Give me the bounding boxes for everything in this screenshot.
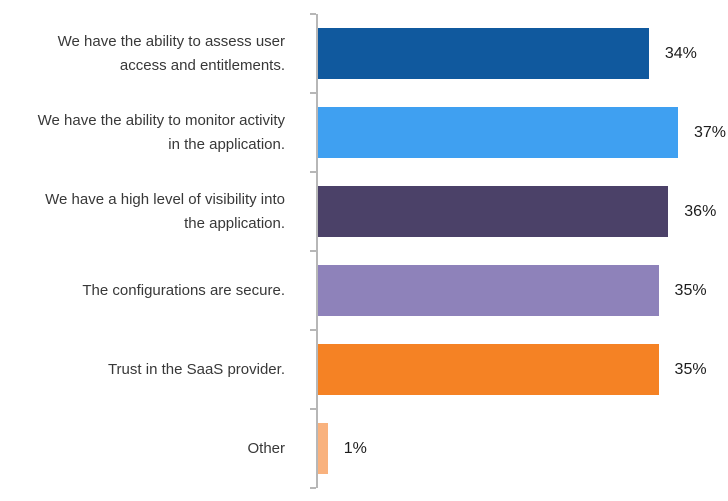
bar-area: 35%: [318, 251, 728, 330]
bar-chart: We have the ability to assess user acces…: [0, 0, 728, 501]
axis-tick: [310, 408, 316, 410]
axis-tick: [310, 487, 316, 489]
bar-row: We have the ability to assess user acces…: [0, 14, 728, 93]
category-label: Trust in the SaaS provider.: [0, 358, 300, 381]
value-label: 1%: [344, 440, 367, 458]
bar: [318, 28, 649, 79]
category-label: The configurations are secure.: [0, 279, 300, 302]
bar: [318, 107, 678, 158]
bar: [318, 186, 668, 237]
bar-row: Trust in the SaaS provider. 35%: [0, 330, 728, 409]
value-label: 36%: [684, 203, 716, 221]
category-label: We have a high level of visibility into …: [0, 188, 300, 235]
value-label: 37%: [694, 124, 726, 142]
category-label: We have the ability to assess user acces…: [0, 30, 300, 77]
axis-tick: [310, 250, 316, 252]
bar-row: We have a high level of visibility into …: [0, 172, 728, 251]
axis-tick: [310, 329, 316, 331]
bar-row: Other 1%: [0, 409, 728, 488]
value-label: 35%: [675, 282, 707, 300]
bar-row: The configurations are secure. 35%: [0, 251, 728, 330]
bar-area: 35%: [318, 330, 728, 409]
bar-row: We have the ability to monitor activity …: [0, 93, 728, 172]
axis-tick: [310, 13, 316, 15]
axis-tick: [310, 92, 316, 94]
bar-area: 1%: [318, 409, 728, 488]
bar-area: 34%: [318, 14, 728, 93]
bar: [318, 265, 659, 316]
bar: [318, 344, 659, 395]
category-label: We have the ability to monitor activity …: [0, 109, 300, 156]
bar-area: 37%: [318, 93, 728, 172]
axis-tick: [310, 171, 316, 173]
value-label: 34%: [665, 45, 697, 63]
bar: [318, 423, 328, 474]
bar-area: 36%: [318, 172, 728, 251]
category-label: Other: [0, 437, 300, 460]
chart-rows: We have the ability to assess user acces…: [0, 14, 728, 488]
value-label: 35%: [675, 361, 707, 379]
